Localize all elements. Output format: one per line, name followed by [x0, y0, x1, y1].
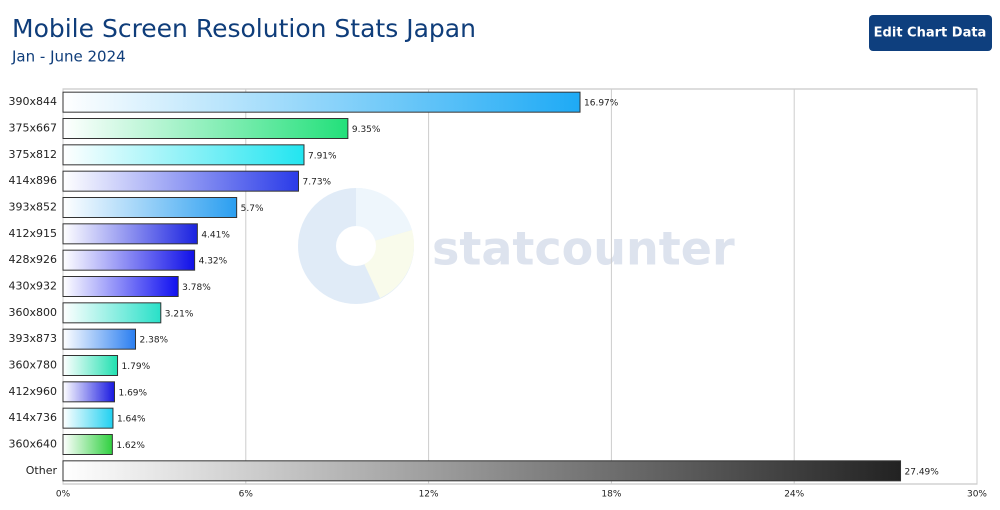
x-tick-label: 12%: [419, 490, 439, 500]
x-tick-label: 6%: [239, 490, 254, 500]
y-tick-label: Other: [26, 464, 58, 477]
y-tick-label: 360x780: [8, 359, 57, 372]
bar: [62, 302, 162, 324]
bar: [62, 170, 300, 192]
bar: [62, 144, 305, 166]
value-label: 3.78%: [182, 283, 211, 293]
value-label: 1.64%: [117, 415, 146, 425]
x-tick-label: 0%: [56, 490, 71, 500]
value-label: 3.21%: [165, 309, 194, 319]
bar: [62, 249, 196, 271]
value-label: 4.41%: [201, 230, 230, 240]
bar: [62, 91, 581, 113]
value-label: 27.49%: [905, 467, 940, 477]
bar: [62, 434, 113, 455]
x-tick-label: 24%: [784, 490, 804, 500]
bar: [62, 223, 198, 245]
y-tick-label: 393x852: [8, 201, 57, 214]
value-label: 7.91%: [308, 151, 337, 161]
x-tick-label: 18%: [601, 490, 621, 500]
y-tick-label: 375x667: [8, 122, 57, 135]
y-tick-label: 360x800: [8, 306, 57, 319]
value-label: 5.7%: [241, 204, 264, 214]
bar: [62, 460, 902, 482]
value-label: 7.73%: [303, 178, 332, 188]
y-tick-label: 414x896: [8, 174, 57, 187]
value-label: 4.32%: [199, 257, 228, 267]
value-label: 1.79%: [122, 362, 151, 372]
y-tick-label: 430x932: [8, 280, 57, 293]
y-tick-label: 390x844: [8, 95, 57, 108]
value-label: 9.35%: [352, 125, 381, 135]
y-tick-label: 412x915: [8, 227, 57, 240]
bar: [62, 381, 115, 403]
bar: [62, 276, 179, 297]
bar: [62, 328, 137, 350]
y-tick-label: 428x926: [8, 253, 57, 266]
bar: [62, 407, 114, 429]
value-label: 1.69%: [118, 388, 147, 398]
value-label: 16.97%: [584, 99, 619, 109]
y-tick-label: 375x812: [8, 148, 57, 161]
y-tick-label: 412x960: [8, 385, 57, 398]
chart-subtitle: Jan - June 2024: [11, 48, 126, 66]
bar: [62, 355, 119, 376]
edit-button[interactable]: [869, 15, 992, 51]
chart-title: Mobile Screen Resolution Stats Japan: [12, 14, 476, 43]
edit-button-label[interactable]: Edit Chart Data: [874, 26, 987, 41]
bar: [62, 118, 349, 139]
y-tick-label: 393x873: [8, 332, 57, 345]
y-tick-label: 360x640: [8, 438, 57, 451]
value-label: 2.38%: [140, 336, 169, 346]
bar: [62, 197, 238, 218]
value-label: 1.62%: [116, 441, 145, 451]
watermark: statcounter: [432, 222, 735, 276]
y-tick-label: 414x736: [8, 411, 57, 424]
watermark-logo: [298, 187, 415, 304]
x-tick-label: 30%: [967, 490, 987, 500]
